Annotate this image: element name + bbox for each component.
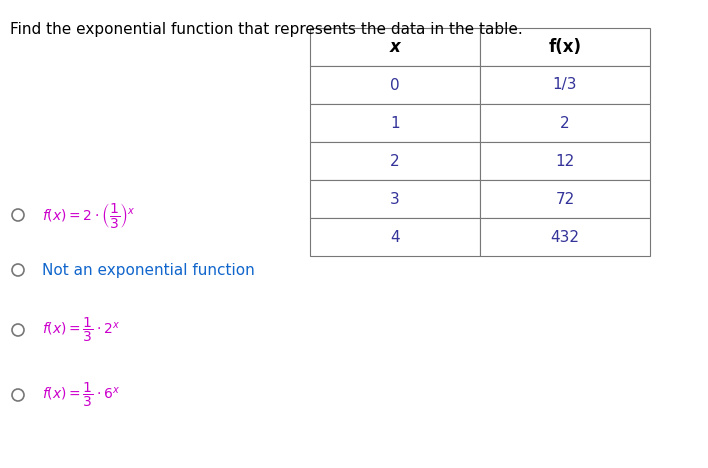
Bar bbox=[480, 66, 650, 104]
Bar bbox=[480, 142, 650, 180]
Bar bbox=[480, 218, 650, 256]
Text: 4: 4 bbox=[390, 229, 400, 244]
Text: Not an exponential function: Not an exponential function bbox=[42, 263, 255, 278]
Text: 432: 432 bbox=[551, 229, 580, 244]
Text: x: x bbox=[389, 38, 401, 56]
Text: 0: 0 bbox=[390, 78, 400, 93]
Bar bbox=[310, 180, 480, 218]
Text: 72: 72 bbox=[555, 191, 575, 206]
Bar bbox=[310, 28, 480, 66]
Bar bbox=[310, 218, 480, 256]
Bar bbox=[480, 180, 650, 218]
Text: 3: 3 bbox=[390, 191, 400, 206]
Text: $f(x) = \dfrac{1}{3} \cdot 2^{x}$: $f(x) = \dfrac{1}{3} \cdot 2^{x}$ bbox=[42, 316, 120, 344]
Text: Find the exponential function that represents the data in the table.: Find the exponential function that repre… bbox=[10, 22, 523, 37]
Bar bbox=[310, 66, 480, 104]
Text: 2: 2 bbox=[560, 116, 570, 131]
Bar bbox=[480, 104, 650, 142]
Text: 1/3: 1/3 bbox=[553, 78, 577, 93]
Text: f(x): f(x) bbox=[549, 38, 581, 56]
Text: 1: 1 bbox=[390, 116, 400, 131]
Text: 2: 2 bbox=[390, 154, 400, 168]
Bar bbox=[310, 142, 480, 180]
Text: $f(x) = \dfrac{1}{3} \cdot 6^{x}$: $f(x) = \dfrac{1}{3} \cdot 6^{x}$ bbox=[42, 381, 120, 409]
Text: $f(x) = 2 \cdot \left(\dfrac{1}{3}\right)^{x}$: $f(x) = 2 \cdot \left(\dfrac{1}{3}\right… bbox=[42, 200, 136, 229]
Bar bbox=[310, 104, 480, 142]
Bar bbox=[480, 28, 650, 66]
Text: 12: 12 bbox=[555, 154, 575, 168]
